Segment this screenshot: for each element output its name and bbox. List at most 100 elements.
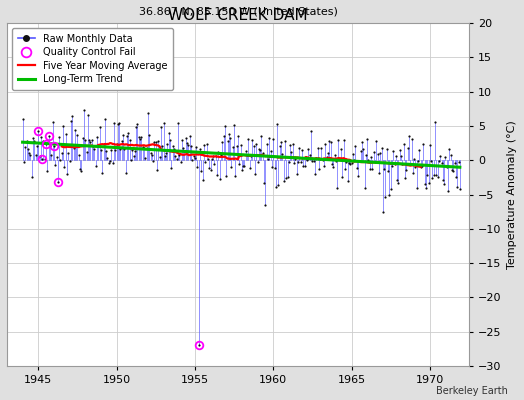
Point bbox=[46, 142, 54, 149]
Point bbox=[223, 138, 232, 144]
Point bbox=[52, 154, 61, 161]
Point bbox=[48, 119, 57, 125]
Point bbox=[64, 149, 72, 156]
Point bbox=[388, 163, 396, 169]
Point bbox=[220, 132, 228, 139]
Point bbox=[169, 143, 177, 150]
Point bbox=[269, 136, 277, 142]
Point bbox=[42, 141, 50, 148]
Point bbox=[43, 168, 51, 174]
Point bbox=[172, 156, 181, 162]
Point bbox=[214, 148, 223, 155]
Point bbox=[246, 165, 254, 171]
Point bbox=[82, 148, 91, 155]
Point bbox=[85, 137, 93, 144]
Point bbox=[441, 154, 450, 160]
Point bbox=[159, 119, 168, 126]
Point bbox=[278, 150, 287, 157]
Point bbox=[403, 145, 412, 152]
Point bbox=[414, 157, 422, 164]
Point bbox=[110, 120, 118, 126]
Point bbox=[167, 164, 176, 171]
Point bbox=[358, 139, 366, 145]
Point bbox=[258, 150, 267, 156]
Point bbox=[127, 157, 135, 164]
Point bbox=[394, 180, 402, 187]
Point bbox=[130, 148, 139, 154]
Point bbox=[369, 149, 378, 155]
Point bbox=[29, 135, 37, 141]
Point bbox=[362, 152, 370, 159]
Point bbox=[423, 172, 431, 178]
Point bbox=[158, 143, 167, 149]
Point bbox=[381, 194, 390, 200]
Point bbox=[411, 164, 420, 170]
Point bbox=[174, 120, 182, 126]
Point bbox=[212, 153, 220, 159]
Point bbox=[385, 192, 394, 198]
Point bbox=[33, 143, 41, 149]
Point bbox=[342, 158, 351, 165]
Point bbox=[76, 166, 84, 172]
Point bbox=[79, 134, 87, 141]
Point bbox=[268, 163, 276, 170]
Point bbox=[210, 161, 219, 167]
Point bbox=[315, 166, 323, 173]
Point bbox=[307, 128, 315, 135]
Point bbox=[243, 152, 252, 158]
Point bbox=[228, 144, 237, 150]
Point bbox=[191, 155, 199, 162]
Point bbox=[157, 124, 165, 130]
Point bbox=[163, 141, 172, 148]
Point bbox=[446, 152, 455, 158]
Point bbox=[38, 156, 47, 162]
Legend: Raw Monthly Data, Quality Control Fail, Five Year Moving Average, Long-Term Tren: Raw Monthly Data, Quality Control Fail, … bbox=[12, 28, 173, 90]
Point bbox=[178, 137, 186, 143]
Point bbox=[154, 138, 162, 144]
Point bbox=[285, 159, 293, 165]
Point bbox=[334, 137, 343, 144]
Point bbox=[410, 156, 418, 162]
Point bbox=[150, 139, 159, 146]
Point bbox=[50, 142, 58, 149]
Point bbox=[175, 152, 183, 158]
Point bbox=[193, 164, 202, 170]
Point bbox=[277, 138, 285, 145]
Point bbox=[330, 152, 339, 158]
Point bbox=[185, 132, 194, 139]
Point bbox=[409, 170, 417, 176]
Point bbox=[287, 149, 296, 155]
Point bbox=[377, 145, 386, 151]
Point bbox=[289, 141, 297, 148]
Point bbox=[206, 167, 215, 174]
Point bbox=[137, 134, 146, 140]
Point bbox=[67, 118, 75, 124]
Point bbox=[125, 137, 134, 143]
Point bbox=[318, 144, 326, 151]
Point bbox=[132, 124, 140, 130]
Point bbox=[235, 160, 244, 167]
Point bbox=[311, 170, 319, 177]
Point bbox=[248, 136, 257, 143]
Point bbox=[435, 158, 443, 164]
Point bbox=[69, 145, 78, 151]
Point bbox=[166, 137, 174, 144]
Point bbox=[405, 133, 413, 139]
Point bbox=[321, 141, 330, 147]
Point bbox=[144, 110, 152, 117]
Point bbox=[379, 208, 387, 215]
Point bbox=[81, 136, 90, 143]
Point bbox=[56, 156, 64, 163]
Point bbox=[249, 142, 258, 149]
Point bbox=[389, 148, 398, 155]
Point bbox=[347, 160, 356, 166]
Point bbox=[253, 158, 261, 165]
Point bbox=[188, 156, 196, 163]
Point bbox=[291, 156, 300, 162]
Point bbox=[129, 152, 138, 159]
Point bbox=[140, 145, 148, 152]
Point bbox=[103, 155, 112, 162]
Point bbox=[432, 172, 441, 178]
Point bbox=[192, 144, 200, 150]
Point bbox=[359, 146, 367, 152]
